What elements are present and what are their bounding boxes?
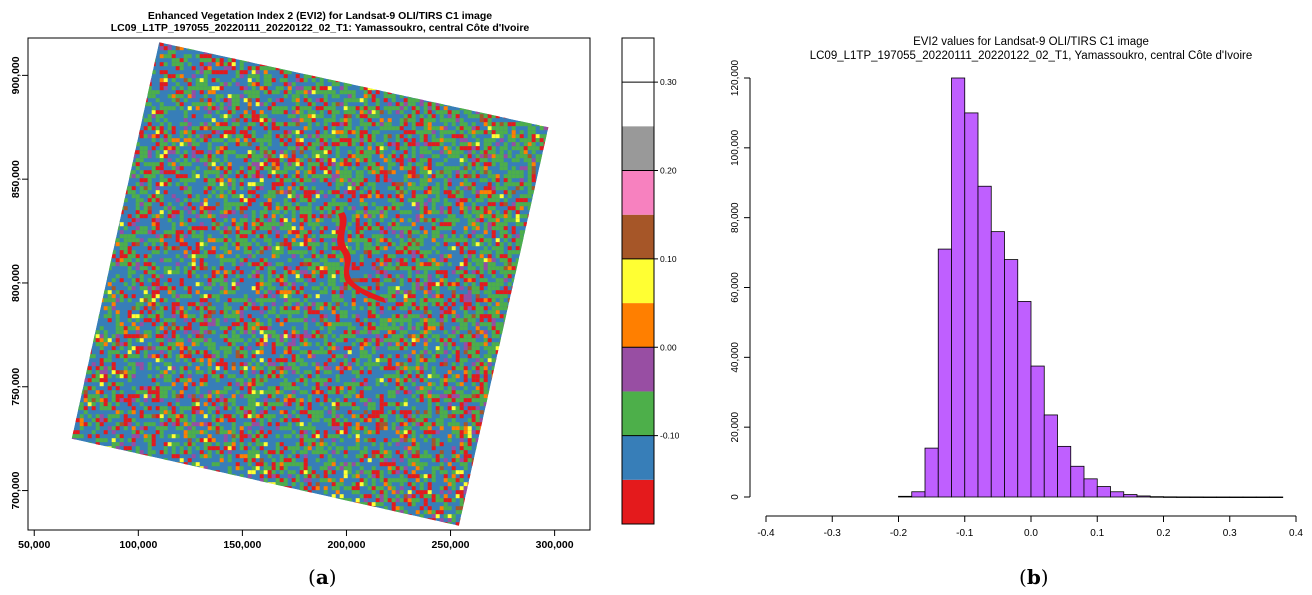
- histogram-y-tick-label: 20,000: [730, 411, 741, 442]
- evi2-colorbar: -0.10 0.00 0.10 0.20 0.30: [621, 37, 680, 525]
- histogram-bar: [1123, 494, 1138, 498]
- histogram-bar: [951, 77, 966, 498]
- map-x-tick-label: 150,000: [223, 539, 261, 551]
- map-y-tick-label: 850,000: [10, 160, 22, 198]
- histogram-bar: [1070, 465, 1085, 498]
- colorbar-segment: [622, 214, 654, 259]
- histogram-bar: [1083, 478, 1098, 498]
- histogram-x-tick-label: 0.2: [1157, 528, 1171, 539]
- histogram-bar: [1176, 496, 1191, 498]
- histogram-x-tick-label: 0.0: [1024, 528, 1038, 539]
- histogram-bar: [911, 491, 926, 498]
- colorbar-frame: [621, 37, 655, 525]
- colorbar-tick-label: 0.10: [660, 254, 677, 264]
- histogram-subtitle: LC09_L1TP_197055_20220111_20220122_02_T1…: [810, 50, 1253, 62]
- histogram-bar: [1057, 445, 1072, 498]
- map-x-axis: 50,000 100,000 150,000 200,000 250,000 300,00…: [18, 530, 574, 551]
- histogram-bar: [1004, 259, 1019, 498]
- histogram-bar: [1242, 496, 1257, 498]
- histogram-bar: [1017, 301, 1032, 498]
- colorbar-segment: [622, 391, 654, 436]
- map-y-tick-label: 700,000: [10, 471, 22, 509]
- histogram-title: EVI2 values for Landsat-9 OLI/TIRS C1 im…: [913, 36, 1149, 48]
- histogram-bar: [1136, 495, 1151, 498]
- histogram-bar: [1255, 496, 1270, 498]
- histogram-bar: [1229, 496, 1244, 498]
- histogram-bar: [937, 248, 952, 498]
- colorbar-segment: [622, 126, 654, 171]
- histogram-bars: [898, 77, 1284, 498]
- histogram-bar: [1110, 491, 1125, 498]
- evi2-histogram-panel: EVI2 values for Landsat-9 OLI/TIRS C1 im…: [730, 36, 1303, 539]
- panel-label-a: (a): [308, 565, 337, 589]
- histogram-bar: [964, 112, 979, 498]
- map-y-tick-label: 750,000: [10, 368, 22, 406]
- histogram-y-tick-label: 120,000: [730, 59, 741, 96]
- evi2-map-panel: Enhanced Vegetation Index 2 (EVI2) for L…: [10, 10, 680, 551]
- histogram-y-tick-label: 40,000: [730, 342, 741, 373]
- map-x-tick-label: 50,000: [18, 539, 50, 551]
- histogram-x-tick-label: -0.2: [890, 528, 908, 539]
- colorbar-segment: [622, 435, 654, 480]
- map-x-tick-label: 300,000: [536, 539, 574, 551]
- histogram-x-tick-label: 0.4: [1289, 528, 1303, 539]
- colorbar-segment: [622, 303, 654, 348]
- colorbar-segment: [622, 258, 654, 304]
- histogram-bar: [1096, 486, 1111, 498]
- histogram-y-tick-label: 100,000: [730, 129, 741, 166]
- histogram-y-axis: 0 20,000 40,000 60,000 80,000 100,000 120,000: [730, 59, 751, 500]
- histogram-bar: [1269, 496, 1284, 498]
- colorbar-segment: [622, 170, 654, 215]
- histogram-x-tick-label: 0.1: [1090, 528, 1104, 539]
- histogram-bar: [1043, 414, 1058, 498]
- histogram-bar: [990, 231, 1005, 498]
- histogram-x-tick-label: 0.3: [1223, 528, 1237, 539]
- colorbar-segment: [622, 347, 654, 392]
- map-y-tick-label: 900,000: [10, 56, 22, 94]
- lake-feature: [337, 212, 386, 303]
- histogram-bar: [924, 447, 939, 498]
- histogram-y-tick-label: 60,000: [730, 272, 741, 303]
- histogram-bar: [1163, 496, 1178, 498]
- histogram-bar: [1216, 496, 1231, 498]
- map-x-tick-label: 250,000: [432, 539, 470, 551]
- panel-label-b: (b): [1019, 565, 1049, 589]
- histogram-x-axis: -0.4 -0.3 -0.2 -0.1 0.0 0.1 0.2 0.3 0.4: [757, 515, 1303, 539]
- histogram-bar: [898, 495, 913, 498]
- colorbar-tick-label: 0.30: [660, 77, 677, 87]
- colorbar-tick-label: 0.20: [660, 166, 677, 176]
- colorbar-tick-label: -0.10: [660, 431, 680, 441]
- evi2-raster: [71, 42, 549, 526]
- map-x-tick-label: 200,000: [327, 539, 365, 551]
- histogram-x-tick-label: -0.4: [757, 528, 775, 539]
- histogram-bar: [977, 185, 992, 498]
- colorbar-segment: [622, 479, 654, 524]
- map-subtitle: LC09_L1TP_197055_20220111_20220122_02_T1…: [111, 22, 530, 34]
- histogram-y-tick-label: 80,000: [730, 202, 741, 233]
- colorbar-tick-label: 0.00: [660, 342, 677, 352]
- histogram-bar: [1149, 496, 1164, 498]
- map-y-tick-label: 800,000: [10, 264, 22, 302]
- histogram-bar: [1030, 365, 1045, 498]
- map-plot-frame: [27, 37, 591, 531]
- map-title: Enhanced Vegetation Index 2 (EVI2) for L…: [148, 10, 492, 22]
- map-x-tick-label: 100,000: [119, 539, 157, 551]
- histogram-x-tick-label: -0.1: [956, 528, 974, 539]
- histogram-x-tick-label: -0.3: [824, 528, 842, 539]
- histogram-bar: [1202, 496, 1217, 498]
- map-y-axis: 700,000 750,000 800,000 850,000 900,000: [10, 56, 28, 510]
- histogram-bar: [1189, 496, 1204, 498]
- histogram-y-tick-label: 0: [730, 494, 741, 500]
